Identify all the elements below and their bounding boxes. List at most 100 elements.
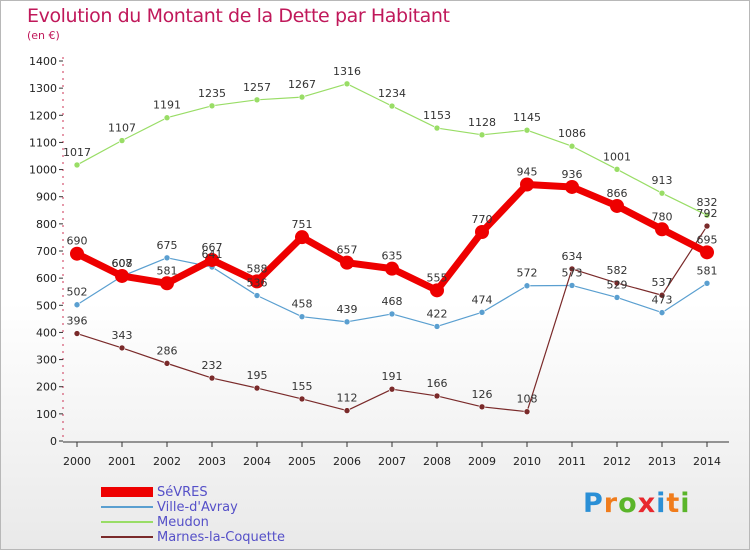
data-point-ville-d-avray (73, 301, 81, 309)
data-label-marnes-la-coquette: 155 (292, 380, 313, 393)
data-point-s-vres (655, 222, 669, 237)
data-label-marnes-la-coquette: 108 (517, 393, 538, 406)
data-point-marnes-la-coquette (613, 279, 621, 287)
data-label-s-vres: 695 (697, 233, 718, 246)
logo-letter: t (666, 488, 681, 519)
x-tick-label: 2010 (513, 455, 541, 468)
data-label-ville-d-avray: 572 (517, 267, 538, 280)
data-label-s-vres: 936 (562, 168, 583, 181)
data-point-marnes-la-coquette (118, 344, 126, 352)
data-label-s-vres: 780 (652, 210, 673, 223)
data-point-marnes-la-coquette (478, 403, 486, 411)
legend-swatch (101, 536, 153, 538)
data-label-ville-d-avray: 536 (247, 277, 268, 290)
data-label-ville-d-avray: 468 (382, 295, 403, 308)
data-point-marnes-la-coquette (658, 291, 666, 299)
x-tick-label: 2014 (693, 455, 721, 468)
data-label-marnes-la-coquette: 195 (247, 369, 268, 382)
data-label-ville-d-avray: 458 (292, 298, 313, 311)
data-point-s-vres (520, 177, 534, 192)
data-point-s-vres (295, 230, 309, 245)
data-label-s-vres: 657 (337, 244, 358, 257)
legend-label: Marnes-la-Coquette (157, 530, 285, 545)
data-label-meudon: 1145 (513, 111, 541, 124)
y-tick-label: 800 (36, 218, 57, 231)
legend-label: SéVRES (157, 485, 208, 500)
logo-letter: i (656, 488, 667, 519)
x-tick-label: 2011 (558, 455, 586, 468)
data-point-meudon (343, 80, 351, 88)
data-point-meudon (613, 166, 621, 173)
data-point-ville-d-avray (568, 282, 576, 289)
logo-letter: P (583, 488, 604, 519)
data-label-marnes-la-coquette: 343 (112, 329, 133, 342)
y-tick-label: 1200 (29, 109, 57, 122)
data-point-marnes-la-coquette (298, 395, 306, 403)
data-label-ville-d-avray: 473 (652, 294, 673, 307)
x-tick-label: 2008 (423, 455, 451, 468)
data-point-s-vres (160, 276, 174, 291)
data-label-meudon: 1267 (288, 78, 316, 91)
data-point-meudon (703, 211, 711, 219)
data-label-s-vres: 770 (472, 213, 493, 226)
data-point-meudon (118, 137, 126, 144)
data-point-ville-d-avray (703, 279, 711, 287)
data-label-meudon: 1001 (603, 150, 631, 163)
x-tick-label: 2006 (333, 455, 361, 468)
x-tick-label: 2003 (198, 455, 226, 468)
data-point-s-vres (610, 198, 624, 213)
x-tick-label: 2007 (378, 455, 406, 468)
y-tick-label: 400 (36, 326, 57, 339)
y-tick-label: 600 (36, 272, 57, 285)
legend-label: Ville-d'Avray (157, 500, 238, 515)
data-point-meudon (523, 126, 531, 134)
logo-letter: o (618, 488, 638, 519)
data-point-s-vres (430, 283, 444, 298)
data-label-s-vres: 667 (202, 241, 223, 254)
data-point-marnes-la-coquette (568, 265, 576, 273)
y-tick-label: 200 (36, 381, 57, 394)
y-tick-label: 500 (36, 299, 57, 312)
x-tick-label: 2000 (63, 455, 91, 468)
legend-swatch (101, 506, 153, 508)
data-label-marnes-la-coquette: 112 (337, 392, 358, 405)
data-point-meudon (478, 131, 486, 139)
data-label-meudon: 1017 (63, 146, 91, 159)
data-label-meudon: 1128 (468, 116, 496, 129)
data-label-ville-d-avray: 581 (697, 264, 718, 277)
data-label-s-vres: 690 (67, 235, 88, 248)
data-point-marnes-la-coquette (163, 360, 171, 367)
data-point-ville-d-avray (523, 282, 531, 290)
data-label-meudon: 832 (697, 196, 718, 209)
logo-letter: r (603, 488, 619, 519)
x-tick-label: 2012 (603, 455, 631, 468)
y-tick-label: 1300 (29, 82, 57, 95)
x-tick-label: 2001 (108, 455, 136, 468)
chart-title: Evolution du Montant de la Dette par Hab… (27, 5, 450, 27)
data-point-ville-d-avray (163, 254, 171, 262)
data-label-meudon: 1235 (198, 87, 226, 100)
chart-axes: 0 100 200 300 400 500 600 700 800 900 1000 1100 1200… (29, 55, 729, 468)
data-label-meudon: 1316 (333, 65, 361, 78)
y-tick-label: 0 (50, 435, 57, 448)
y-tick-label: 900 (36, 191, 57, 204)
data-label-ville-d-avray: 474 (472, 293, 493, 306)
data-label-s-vres: 581 (157, 264, 178, 277)
proxiti-logo: Proxiti (583, 488, 691, 519)
data-point-meudon (388, 102, 396, 110)
data-point-s-vres (340, 255, 354, 270)
y-axis-unit: (en €) (27, 29, 60, 42)
data-point-ville-d-avray (388, 310, 396, 318)
data-point-marnes-la-coquette (343, 407, 351, 414)
data-point-meudon (253, 96, 261, 104)
data-point-s-vres (565, 179, 579, 194)
data-point-meudon (658, 189, 666, 197)
data-label-marnes-la-coquette: 166 (427, 377, 448, 390)
data-label-meudon: 1153 (423, 109, 451, 122)
data-label-ville-d-avray: 439 (337, 303, 358, 316)
logo-letter: x (637, 488, 657, 519)
data-point-ville-d-avray (343, 318, 351, 326)
data-point-meudon (163, 114, 171, 122)
data-point-meudon (433, 124, 441, 132)
